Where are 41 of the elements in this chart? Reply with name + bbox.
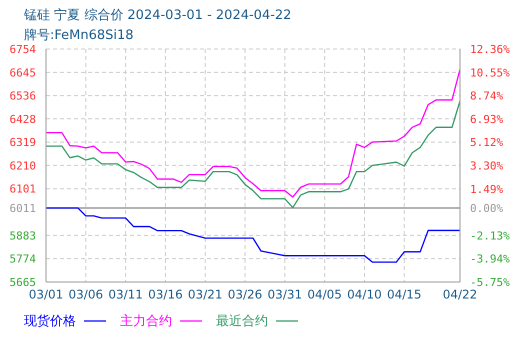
legend-label: 主力合约 [120, 313, 173, 330]
y-tick-label: 6428 [10, 112, 36, 126]
y2-tick-label: -2.13% [470, 229, 510, 242]
x-tick-label: 04/15 [386, 288, 422, 302]
y-tick-label: 5774 [10, 252, 36, 266]
y-tick-label: 6319 [10, 136, 36, 150]
y-tick-label: 6101 [10, 182, 36, 196]
y2-tick-label: 3.30% [470, 160, 504, 173]
legend-label: 现货价格 [24, 313, 77, 330]
y2-tick-label: 6.93% [470, 112, 504, 126]
x-tick-label: 04/22 [442, 288, 478, 302]
x-tick-label: 03/11 [108, 288, 143, 302]
y-tick-label: 6645 [10, 66, 36, 80]
legend-label: 最近合约 [216, 313, 269, 330]
y-tick-label: 6210 [10, 159, 36, 172]
x-tick-label: 03/26 [228, 288, 262, 302]
x-tick-label: 03/01 [28, 288, 64, 302]
y2-tick-label: 1.49% [470, 182, 504, 196]
x-tick-label: 03/06 [68, 288, 104, 302]
y2-tick-label: -3.94% [470, 252, 510, 266]
y-tick-label: 5883 [10, 229, 36, 242]
x-tick-label: 03/21 [188, 288, 223, 302]
x-tick-label: 04/10 [347, 288, 382, 302]
x-tick-label: 04/05 [307, 288, 342, 302]
y2-tick-label: 8.74% [470, 90, 504, 103]
x-tick-label: 03/31 [268, 288, 302, 302]
y-tick-label: 6011 [10, 202, 36, 215]
y2-tick-label: 12.36% [470, 43, 510, 56]
line-series [46, 68, 460, 198]
y2-tick-label: 0.00% [470, 202, 504, 216]
y2-tick-label: 10.55% [470, 66, 510, 80]
y2-tick-label: -5.75% [470, 276, 510, 289]
x-tick-label: 03/16 [148, 288, 183, 302]
chart-title: 锰硅 宁夏 综合价 2024-03-01 - 2024-04-22 [24, 7, 292, 24]
line-series [46, 207, 460, 263]
y-tick-label: 5665 [10, 276, 36, 289]
line-series [46, 100, 460, 208]
y-tick-label: 6536 [10, 90, 36, 103]
y-tick-label: 6754 [10, 43, 36, 56]
chart-subtitle: 牌号:FeMn68Si18 [24, 27, 134, 44]
y2-tick-label: 5.12% [470, 136, 504, 150]
